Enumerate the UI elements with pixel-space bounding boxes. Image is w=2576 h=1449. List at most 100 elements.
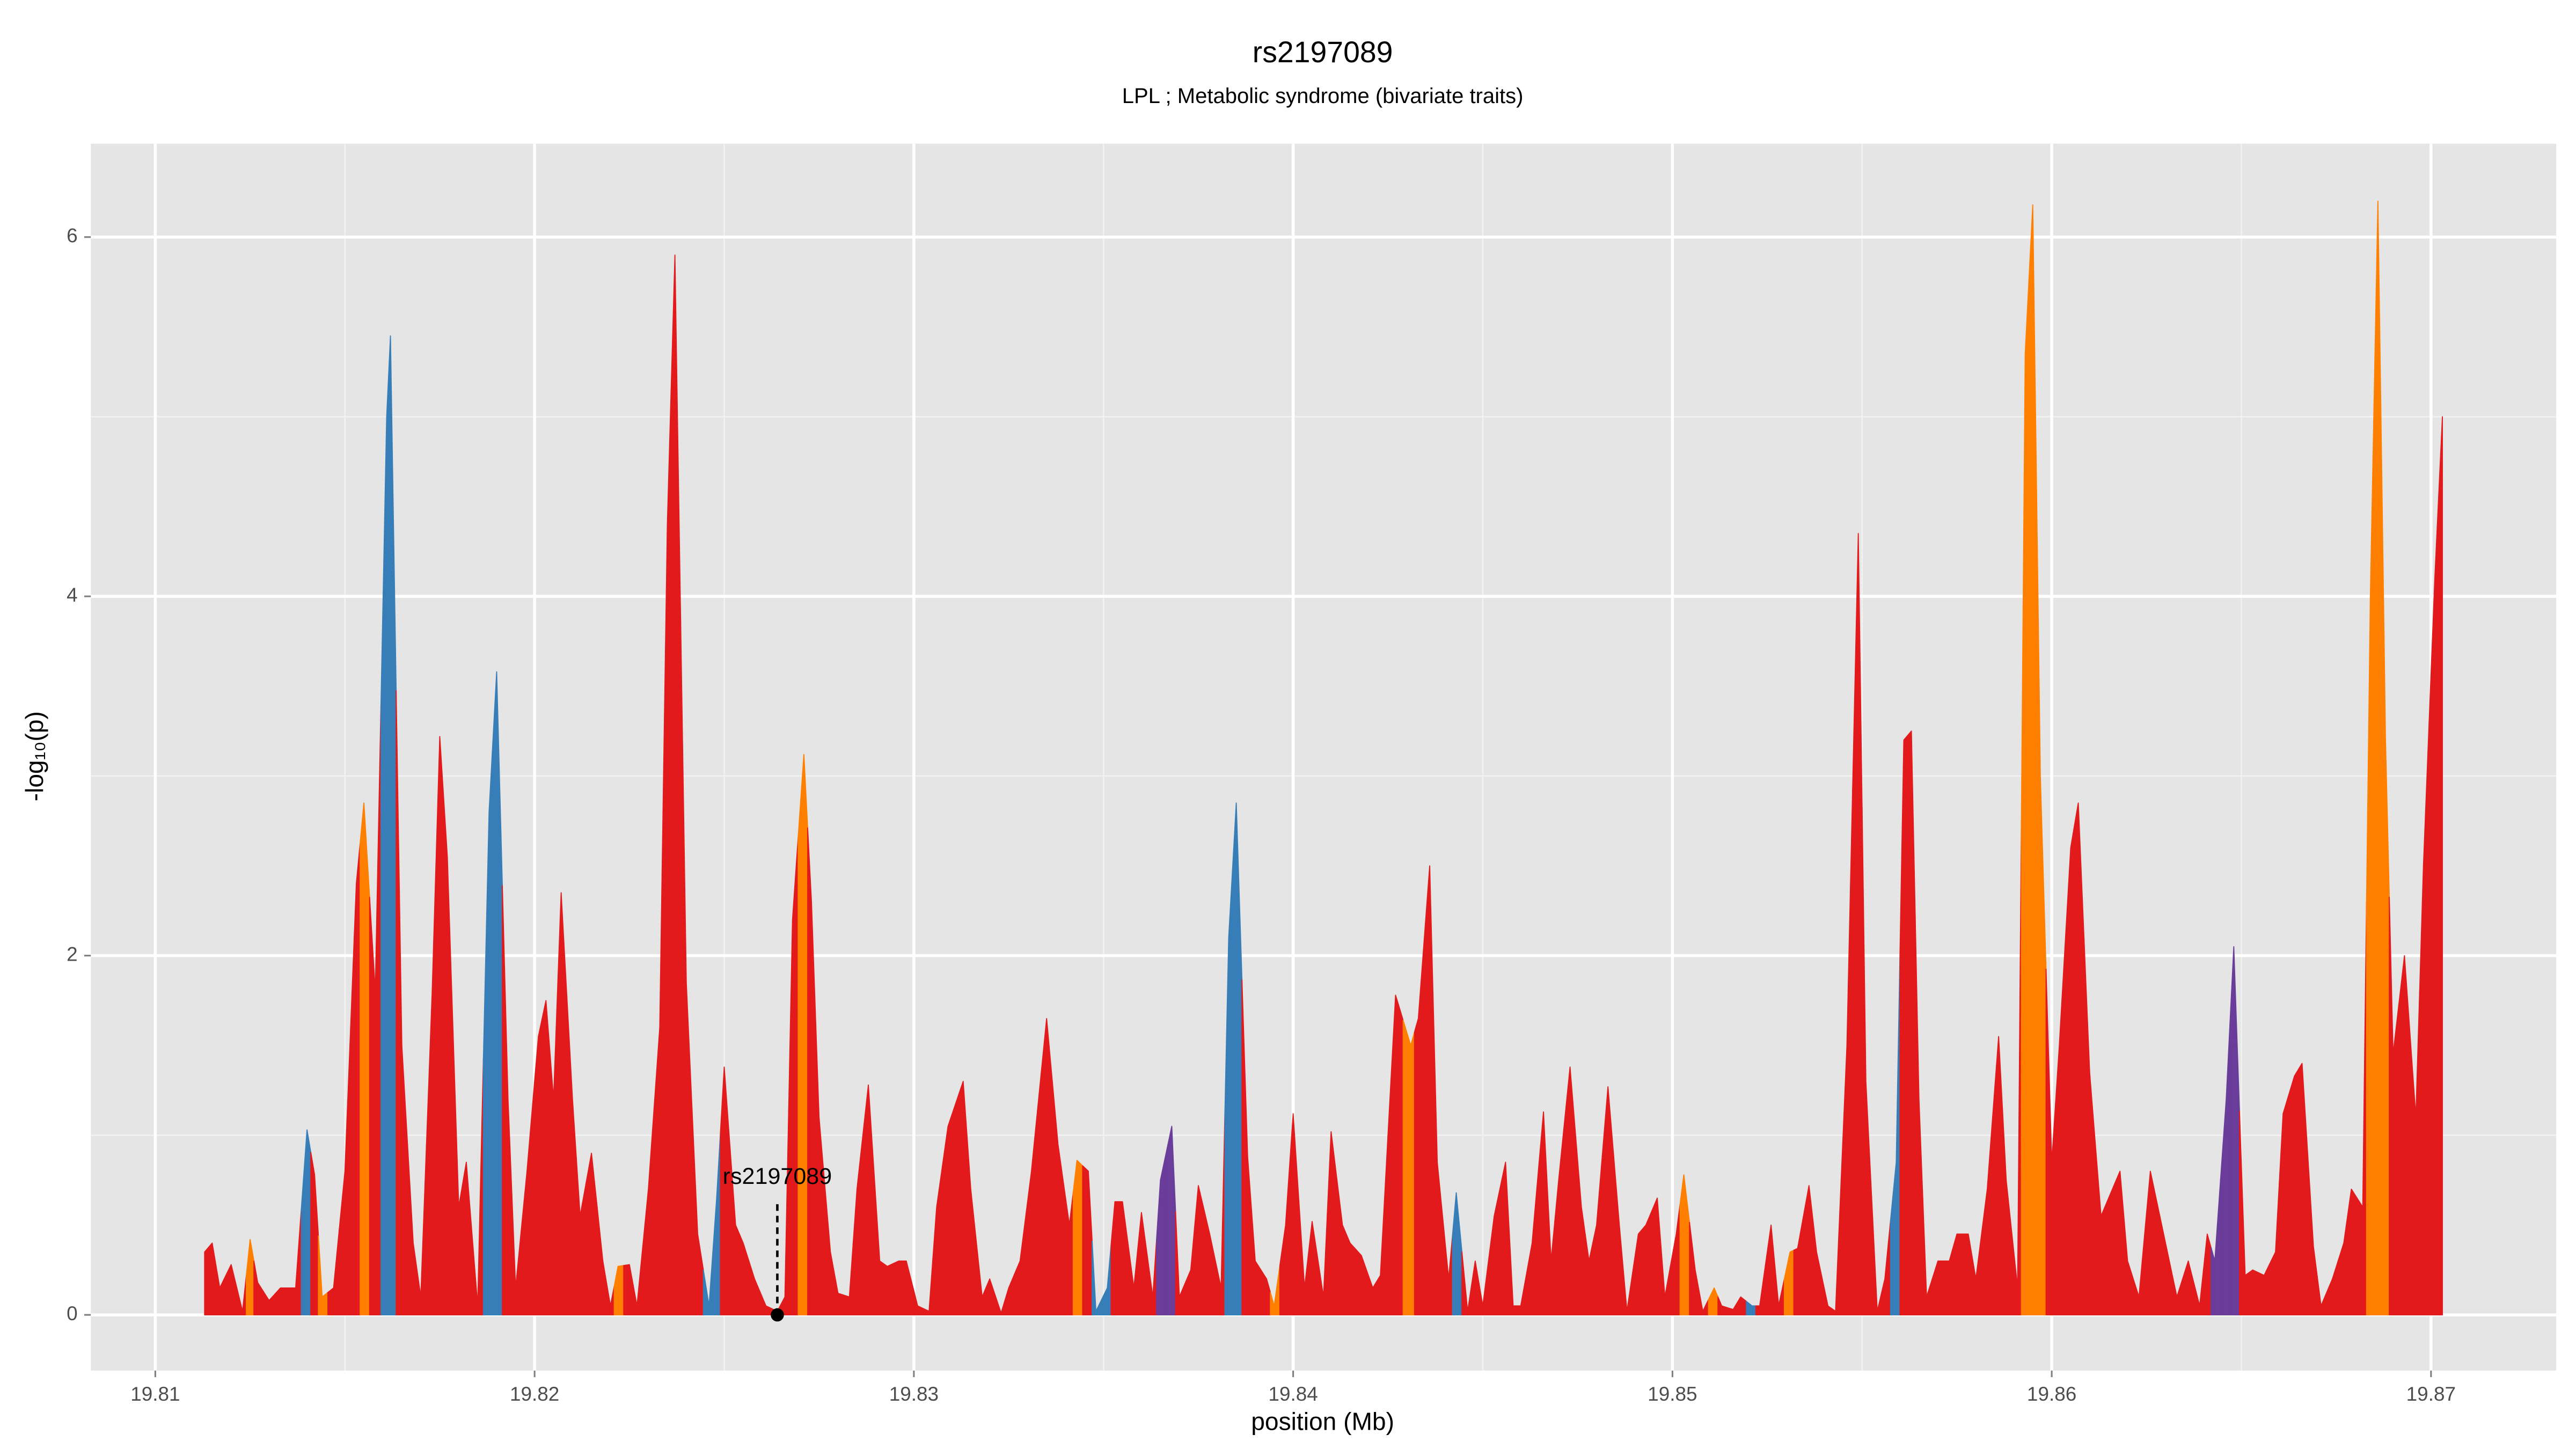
area-segment [1660,1247,1671,1316]
area-segment [1564,1066,1577,1316]
area-segment [596,1206,608,1316]
area-segment [824,1184,835,1316]
area-segment [1336,1177,1347,1316]
area-segment [729,1145,740,1316]
area-segment [1366,1271,1378,1316]
area-segment [1962,1233,1973,1316]
area-segment [1880,1220,1891,1316]
area-segment [1831,1177,1842,1316]
area-segment [511,1193,522,1316]
area-segment [1063,1184,1074,1316]
area-segment [1509,1233,1518,1316]
area-segment [1270,1265,1280,1316]
area-segment [663,389,672,1316]
area-segment [521,1103,533,1316]
area-segment [623,1264,634,1316]
area-segment [1307,1221,1319,1316]
area-segment [1004,1274,1015,1316]
area-segment [1943,1247,1954,1316]
area-segment [1470,1260,1480,1316]
annotation-point [771,1308,784,1322]
area-segment [976,1242,987,1316]
area-segment [759,1292,772,1316]
area-segment [1298,1200,1309,1316]
area-segment [941,1103,956,1316]
area-segment [2133,1233,2146,1316]
area-segment [1981,1112,1994,1316]
area-segment [2144,1170,2155,1316]
area-segment [1852,533,1863,1316]
area-segment [2104,1184,2115,1316]
area-segment [1101,1244,1112,1316]
area-segment [1931,1260,1944,1316]
area-segment [452,1031,463,1316]
area-segment [1014,1216,1027,1316]
area-segment [1184,1227,1195,1316]
area-segment [2347,1188,2358,1316]
area-segment [1118,1201,1129,1316]
y-tick-label: 4 [67,584,78,606]
area-segment [502,885,513,1316]
area-segment [1327,1131,1337,1316]
area-segment [1203,1209,1216,1316]
area-segment [1914,914,1923,1316]
area-segment [2438,416,2443,1316]
area-segment [1840,789,1853,1316]
area-segment [2163,1233,2174,1316]
area-segment [2036,489,2047,1316]
area-segment [1547,1185,1556,1316]
area-segment [1414,941,1425,1316]
area [204,200,2443,1316]
area-segment [2419,721,2430,1316]
area-segment [1922,1197,1933,1316]
area-segment [712,1132,721,1316]
area-segment [2229,946,2240,1316]
area-segment [797,753,808,1316]
area-segment [2002,1108,2012,1316]
plot-panel [91,143,2557,1371]
area-segment [471,1058,484,1316]
area-segment [1488,1188,1501,1316]
area-segment [1137,1212,1148,1316]
area-segment [1746,1301,1757,1316]
area-segment [1622,1268,1634,1316]
area-segment [1051,1081,1064,1316]
area-segment [862,1084,875,1316]
x-tick-label: 19.87 [2406,1383,2456,1405]
y-tick-label: 6 [67,224,78,246]
area-segment [653,775,664,1316]
area-segment [1793,1216,1804,1316]
area-segment [1250,1208,1262,1316]
area-segment [1224,869,1233,1316]
area-segment [843,1242,854,1316]
x-tick-label: 19.81 [130,1383,180,1405]
area-segment [1442,1220,1453,1316]
area-segment [2366,398,2375,1316]
area-segment [1554,1123,1565,1316]
x-axis-label: position (Mb) [1251,1407,1394,1435]
area-segment [2307,1154,2318,1316]
area-segment [738,1233,750,1316]
area-segment [253,1260,264,1316]
area-segment [1279,1169,1290,1316]
area-segment [1025,1094,1040,1316]
area-segment [642,1108,655,1316]
area-segment [1499,1161,1510,1316]
area-segment [2123,1216,2134,1316]
area-segment [1345,1233,1357,1316]
area-segment [426,863,437,1316]
area-segment [1146,1238,1158,1316]
area-segment [2113,1170,2125,1316]
area-segment [1537,1111,1548,1316]
area-segment [1698,1290,1709,1316]
area-segment [1478,1260,1489,1316]
area-segment [2172,1278,2183,1316]
x-tick-label: 19.84 [1268,1383,1318,1405]
area-segment [1317,1213,1328,1316]
area-segment [720,1066,731,1316]
area-segment [1110,1201,1119,1316]
area-segment [691,1108,704,1316]
area-segment [1038,1018,1053,1316]
area-segment [301,1129,312,1316]
annotation-label: rs2197089 [723,1163,832,1189]
